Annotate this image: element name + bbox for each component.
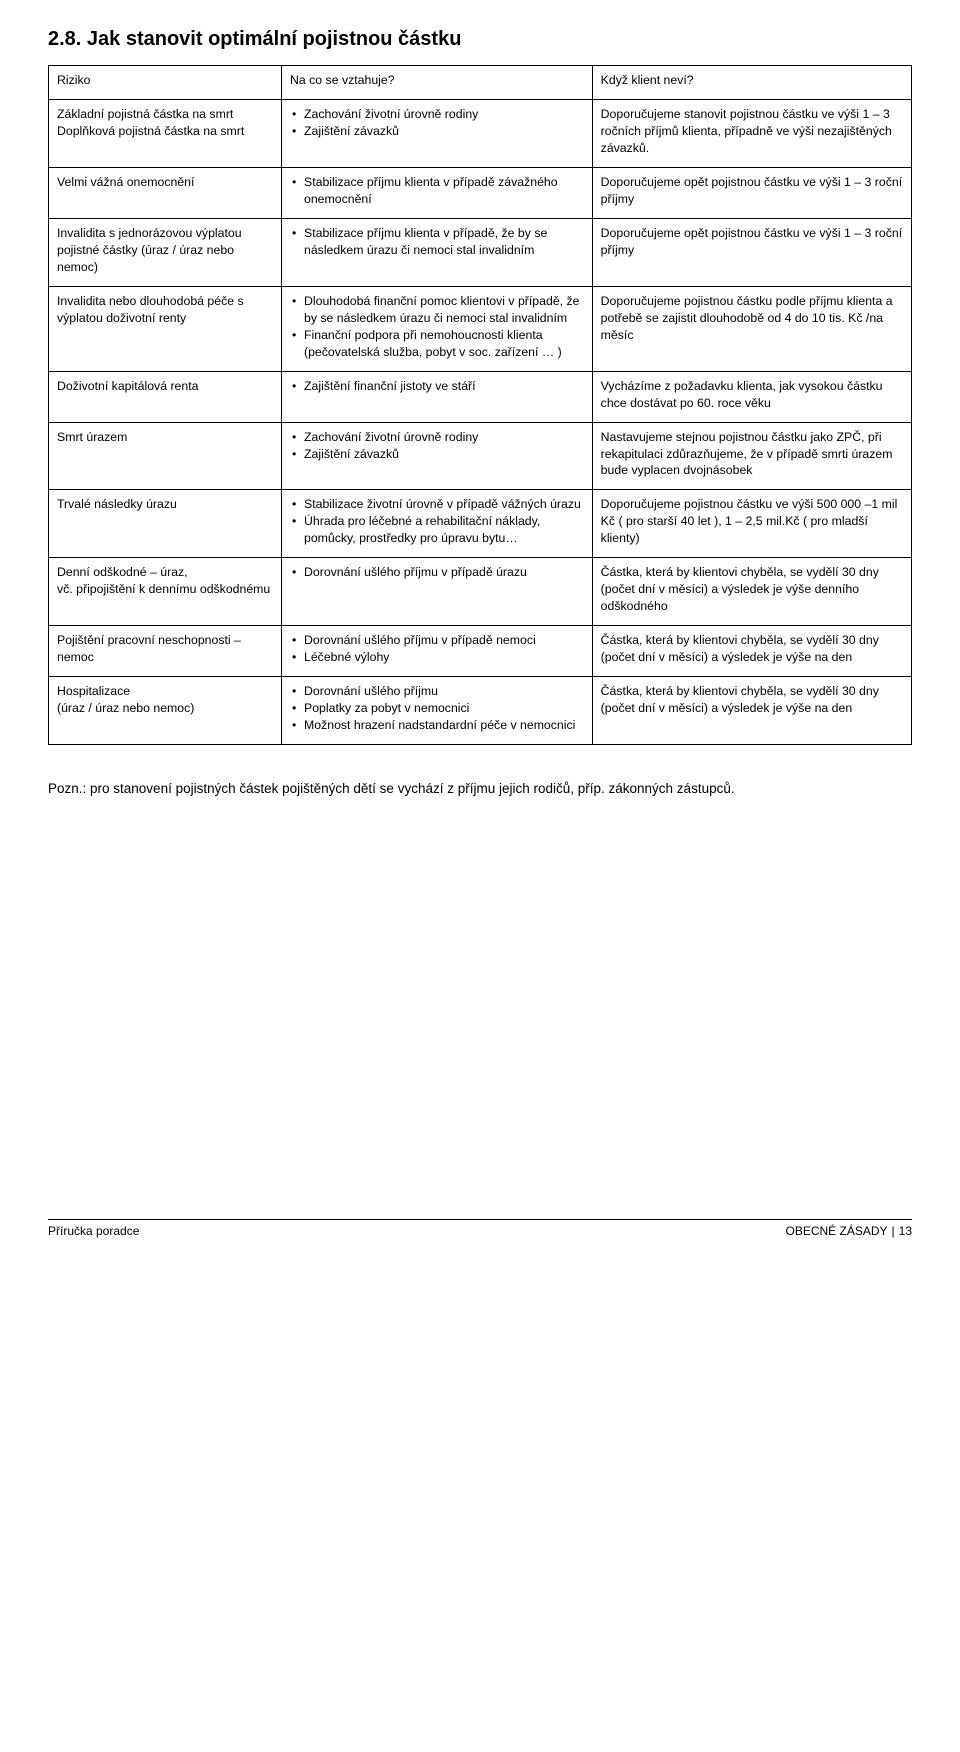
bullet-item: Zajištění závazků xyxy=(304,446,584,463)
bullet-item: Stabilizace životní úrovně v případě váž… xyxy=(304,496,584,513)
cell-advice: Doporučujeme stanovit pojistnou částku v… xyxy=(592,99,911,167)
bullet-item: Zachování životní úrovně rodiny xyxy=(304,106,584,123)
cell-applies: Dorovnání ušlého příjmu v případě nemoci… xyxy=(282,626,593,677)
table-row: Hospitalizace(úraz / úraz nebo nemoc)Dor… xyxy=(49,677,912,745)
cell-advice: Doporučujeme opět pojistnou částku ve vý… xyxy=(592,167,911,218)
bullet-list: Zajištění finanční jistoty ve stáří xyxy=(290,378,584,395)
table-row: Denní odškodné – úraz,vč. připojištění k… xyxy=(49,558,912,626)
bullet-item: Zajištění závazků xyxy=(304,123,584,140)
cell-risk: Invalidita nebo dlouhodobá péče s výplat… xyxy=(49,286,282,371)
col-risk: Riziko xyxy=(49,66,282,100)
footer-left: Příručka poradce xyxy=(48,1224,139,1238)
cell-advice: Nastavujeme stejnou pojistnou částku jak… xyxy=(592,422,911,490)
cell-risk: Základní pojistná částka na smrtDoplňkov… xyxy=(49,99,282,167)
page-footer: Příručka poradce OBECNÉ ZÁSADY | 13 xyxy=(48,1219,912,1238)
footer-page-number: 13 xyxy=(899,1224,912,1238)
cell-applies: Zachování životní úrovně rodinyZajištění… xyxy=(282,422,593,490)
cell-applies: Zajištění finanční jistoty ve stáří xyxy=(282,371,593,422)
bullet-item: Dorovnání ušlého příjmu xyxy=(304,683,584,700)
table-row: Velmi vážná onemocnění Stabilizace příjmu… xyxy=(49,167,912,218)
bullet-list: Stabilizace příjmu klienta v případě, že… xyxy=(290,225,584,259)
footer-separator: | xyxy=(892,1224,895,1238)
table-row: Invalidita s jednorázovou výplatou pojis… xyxy=(49,218,912,286)
bullet-item: Dlouhodobá finanční pomoc klientovi v př… xyxy=(304,293,584,327)
cell-advice: Doporučujeme pojistnou částku podle příj… xyxy=(592,286,911,371)
cell-applies: Dlouhodobá finanční pomoc klientovi v př… xyxy=(282,286,593,371)
bullet-item: Léčebné výlohy xyxy=(304,649,584,666)
cell-risk: Invalidita s jednorázovou výplatou pojis… xyxy=(49,218,282,286)
bullet-item: Úhrada pro léčebné a rehabilitační nákla… xyxy=(304,513,584,547)
page: 2.8. Jak stanovit optimální pojistnou čá… xyxy=(0,0,960,1262)
cell-risk: Hospitalizace(úraz / úraz nebo nemoc) xyxy=(49,677,282,745)
bullet-list: Dlouhodobá finanční pomoc klientovi v př… xyxy=(290,293,584,361)
cell-applies: Dorovnání ušlého příjmuPoplatky za pobyt… xyxy=(282,677,593,745)
bullet-item: Poplatky za pobyt v nemocnici xyxy=(304,700,584,717)
cell-advice: Doporučujeme opět pojistnou částku ve vý… xyxy=(592,218,911,286)
bullet-item: Finanční podpora při nemohoucnosti klien… xyxy=(304,327,584,361)
bullet-list: Zachování životní úrovně rodinyZajištění… xyxy=(290,106,584,140)
cell-risk: Denní odškodné – úraz,vč. připojištění k… xyxy=(49,558,282,626)
bullet-list: Dorovnání ušlého příjmu v případě nemoci… xyxy=(290,632,584,666)
bullet-item: Možnost hrazení nadstandardní péče v nem… xyxy=(304,717,584,734)
table-row: Smrt úrazemZachování životní úrovně rodi… xyxy=(49,422,912,490)
table-row: Pojištění pracovní neschopnosti – nemocD… xyxy=(49,626,912,677)
cell-risk: Doživotní kapitálová renta xyxy=(49,371,282,422)
table-row: Doživotní kapitálová renta Zajištění fina… xyxy=(49,371,912,422)
cell-risk: Smrt úrazem xyxy=(49,422,282,490)
cell-applies: Stabilizace životní úrovně v případě váž… xyxy=(282,490,593,558)
footer-right: OBECNÉ ZÁSADY | 13 xyxy=(785,1224,912,1238)
bullet-item: Stabilizace příjmu klienta v případě, že… xyxy=(304,225,584,259)
footnote: Pozn.: pro stanovení pojistných částek p… xyxy=(48,779,912,799)
footer-section: OBECNÉ ZÁSADY xyxy=(785,1224,887,1238)
cell-advice: Částka, která by klientovi chyběla, se v… xyxy=(592,677,911,745)
cell-advice: Doporučujeme pojistnou částku ve výši 50… xyxy=(592,490,911,558)
cell-applies: Stabilizace příjmu klienta v případě, že… xyxy=(282,218,593,286)
bullet-list: Zachování životní úrovně rodinyZajištění… xyxy=(290,429,584,463)
bullet-list: Dorovnání ušlého příjmuPoplatky za pobyt… xyxy=(290,683,584,734)
bullet-item: Stabilizace příjmu klienta v případě záv… xyxy=(304,174,584,208)
col-applies: Na co se vztahuje? xyxy=(282,66,593,100)
bullet-item: Dorovnání ušlého příjmu v případě nemoci xyxy=(304,632,584,649)
table-row: Trvalé následky úrazu Stabilizace životní… xyxy=(49,490,912,558)
bullet-item: Zajištění finanční jistoty ve stáří xyxy=(304,378,584,395)
cell-applies: Zachování životní úrovně rodinyZajištění… xyxy=(282,99,593,167)
cell-risk: Pojištění pracovní neschopnosti – nemoc xyxy=(49,626,282,677)
table-row: Základní pojistná částka na smrtDoplňkov… xyxy=(49,99,912,167)
bullet-list: Stabilizace příjmu klienta v případě záv… xyxy=(290,174,584,208)
bullet-list: Stabilizace životní úrovně v případě váž… xyxy=(290,496,584,547)
table-row: Invalidita nebo dlouhodobá péče s výplat… xyxy=(49,286,912,371)
bullet-item: Dorovnání ušlého příjmu v případě úrazu xyxy=(304,564,584,581)
bullet-list: Dorovnání ušlého příjmu v případě úrazu xyxy=(290,564,584,581)
cell-risk: Velmi vážná onemocnění xyxy=(49,167,282,218)
cell-advice: Částka, která by klientovi chyběla, se v… xyxy=(592,626,911,677)
cell-applies: Stabilizace příjmu klienta v případě záv… xyxy=(282,167,593,218)
cell-risk: Trvalé následky úrazu xyxy=(49,490,282,558)
section-title: 2.8. Jak stanovit optimální pojistnou čá… xyxy=(48,28,912,51)
cell-applies: Dorovnání ušlého příjmu v případě úrazu xyxy=(282,558,593,626)
cell-advice: Vycházíme z požadavku klienta, jak vysok… xyxy=(592,371,911,422)
table-header-row: Riziko Na co se vztahuje? Když klient ne… xyxy=(49,66,912,100)
cell-advice: Částka, která by klientovi chyběla, se v… xyxy=(592,558,911,626)
col-advice: Když klient neví? xyxy=(592,66,911,100)
insurance-table: Riziko Na co se vztahuje? Když klient ne… xyxy=(48,65,912,745)
bullet-item: Zachování životní úrovně rodiny xyxy=(304,429,584,446)
